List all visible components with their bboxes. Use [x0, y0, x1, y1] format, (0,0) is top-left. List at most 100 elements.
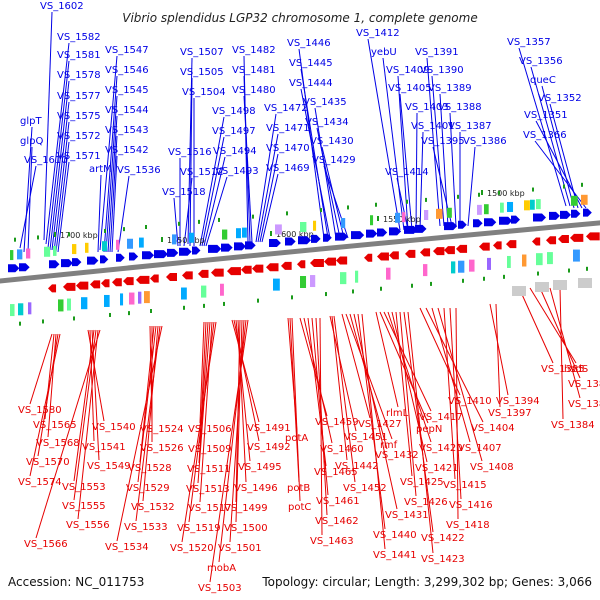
reverse-gene-arrow [112, 278, 122, 287]
reverse-gene-label: VS_1441 [373, 550, 417, 561]
marker-tick [457, 194, 459, 199]
kbp-tick-mark [377, 216, 379, 221]
feature-block [28, 302, 32, 315]
forward-gene-label: VS_1577 [57, 91, 101, 102]
reverse-gene-label: VS_1404 [471, 423, 515, 434]
forward-gene-label: VS_1405 [388, 83, 432, 94]
forward-gene-label: VS_1435 [303, 97, 347, 108]
marker-tick [19, 321, 21, 326]
feature-block [341, 218, 346, 229]
marker-tick [257, 298, 259, 303]
reverse-gene-label: VS_1496 [234, 483, 278, 494]
reverse-leader-line [311, 317, 329, 496]
forward-gene-arrow [389, 227, 402, 236]
reverse-gene-label: VS_1442 [335, 461, 379, 472]
marker-tick [68, 232, 70, 237]
chromosome-backbone [0, 220, 600, 284]
marker-tick [380, 286, 382, 291]
reverse-gene-label: VS_1425 [400, 477, 444, 488]
feature-block [500, 202, 504, 213]
reverse-gene-label: VS_1463 [310, 536, 354, 547]
forward-gene-arrow [444, 222, 458, 231]
feature-block [44, 246, 51, 257]
reverse-gene-label: VS_1422 [421, 533, 465, 544]
forward-leader-line [19, 165, 37, 249]
reverse-leader-line [235, 319, 251, 462]
marker-tick [286, 211, 288, 216]
reverse-gene-arrow [123, 277, 134, 286]
feature-block [273, 278, 280, 291]
forward-gene-label: VS_1414 [385, 167, 429, 178]
reverse-gene-arrow [136, 275, 150, 284]
forward-gene-label: VS_1512 [180, 167, 224, 178]
kbp-ticks: 1700 kbp 1650 kbp 1600 kbp 1550 kbp 1500 kbp [54, 189, 525, 245]
reverse-leader-line [139, 325, 155, 463]
forward-gene-label: VS_1352 [538, 93, 582, 104]
reverse-gene-arrow [506, 240, 517, 249]
forward-leader-line [105, 95, 118, 253]
marker-tick [252, 214, 254, 219]
reverse-gene-label: potC [288, 502, 311, 513]
reverse-gene-label: VS_1529 [126, 483, 170, 494]
feature-block [512, 286, 526, 296]
feature-block [139, 237, 144, 248]
reverse-gene-label: potA [285, 433, 308, 444]
forward-leader-line [530, 66, 571, 207]
accession-text: Accession: NC_011753 [8, 575, 144, 589]
reverse-gene-label: VS_1407 [458, 443, 502, 454]
forward-leader-lines [19, 11, 587, 253]
marker-tick [37, 235, 39, 240]
reverse-gene-label: VS_1382 [568, 399, 600, 410]
forward-gene-label: VS_1545 [105, 85, 149, 96]
feature-block [102, 241, 108, 252]
forward-leader-line [535, 120, 583, 209]
feature-block [10, 304, 15, 317]
reverse-gene-label: VS_1526 [140, 443, 184, 454]
forward-gene-label: VS_1446 [287, 38, 331, 49]
reverse-gene-label: VS_1540 [92, 422, 136, 433]
reverse-gene-arrow [405, 249, 416, 258]
reverse-gene-arrow [456, 244, 468, 253]
reverse-gene-arrow [570, 233, 584, 242]
forward-gene-arrow [335, 232, 349, 241]
reverse-gene-arrow [336, 256, 348, 265]
reverse-gene-arrow [377, 252, 389, 261]
feature-block [578, 278, 592, 288]
marker-tick [42, 319, 44, 324]
reverse-gene-label: VS_1574 [18, 477, 62, 488]
reverse-leader-line [37, 333, 59, 457]
forward-leader-line [397, 75, 409, 231]
forward-gene-label: artM [89, 164, 112, 175]
reverse-gene-label: VS_1385 [541, 364, 585, 375]
reverse-leader-line [73, 329, 95, 482]
marker-tick [150, 309, 152, 313]
forward-leader-line [53, 121, 70, 253]
reverse-gene-label: VS_1524 [140, 424, 184, 435]
feature-block [181, 287, 187, 300]
reverse-gene-arrow [558, 235, 569, 244]
forward-gene-arrow [72, 258, 82, 267]
reverse-gene-label: VS_1511 [187, 464, 231, 475]
reverse-leader-line [399, 311, 417, 497]
reverse-leader-line [407, 311, 434, 554]
forward-gene-arrow [583, 208, 592, 217]
forward-gene-arrow [100, 255, 109, 264]
reverse-leader-line [357, 313, 386, 530]
marker-tick [325, 292, 327, 297]
forward-gene-labels: VS_1602 VS_1582 VS_1581 VS_1578 VS_1577 VS_15… [20, 1, 582, 198]
feature-block [10, 250, 14, 261]
feature-block [535, 282, 549, 292]
reverse-leader-line [539, 287, 581, 379]
feature-block [129, 292, 135, 305]
reverse-gene-label: VS_1417 [419, 412, 463, 423]
forward-gene-arrow [129, 252, 139, 261]
forward-gene-label: VS_1602 [40, 1, 84, 12]
forward-gene-label: VS_1366 [523, 130, 567, 141]
feature-block [402, 212, 406, 223]
feature-block [18, 303, 24, 316]
forward-leader-line [47, 60, 70, 249]
feature-block [300, 222, 307, 232]
reverse-gene-label: VS_1553 [62, 482, 106, 493]
reverse-gene-label: VS_1533 [124, 522, 168, 533]
reverse-gene-arrow [444, 246, 455, 255]
